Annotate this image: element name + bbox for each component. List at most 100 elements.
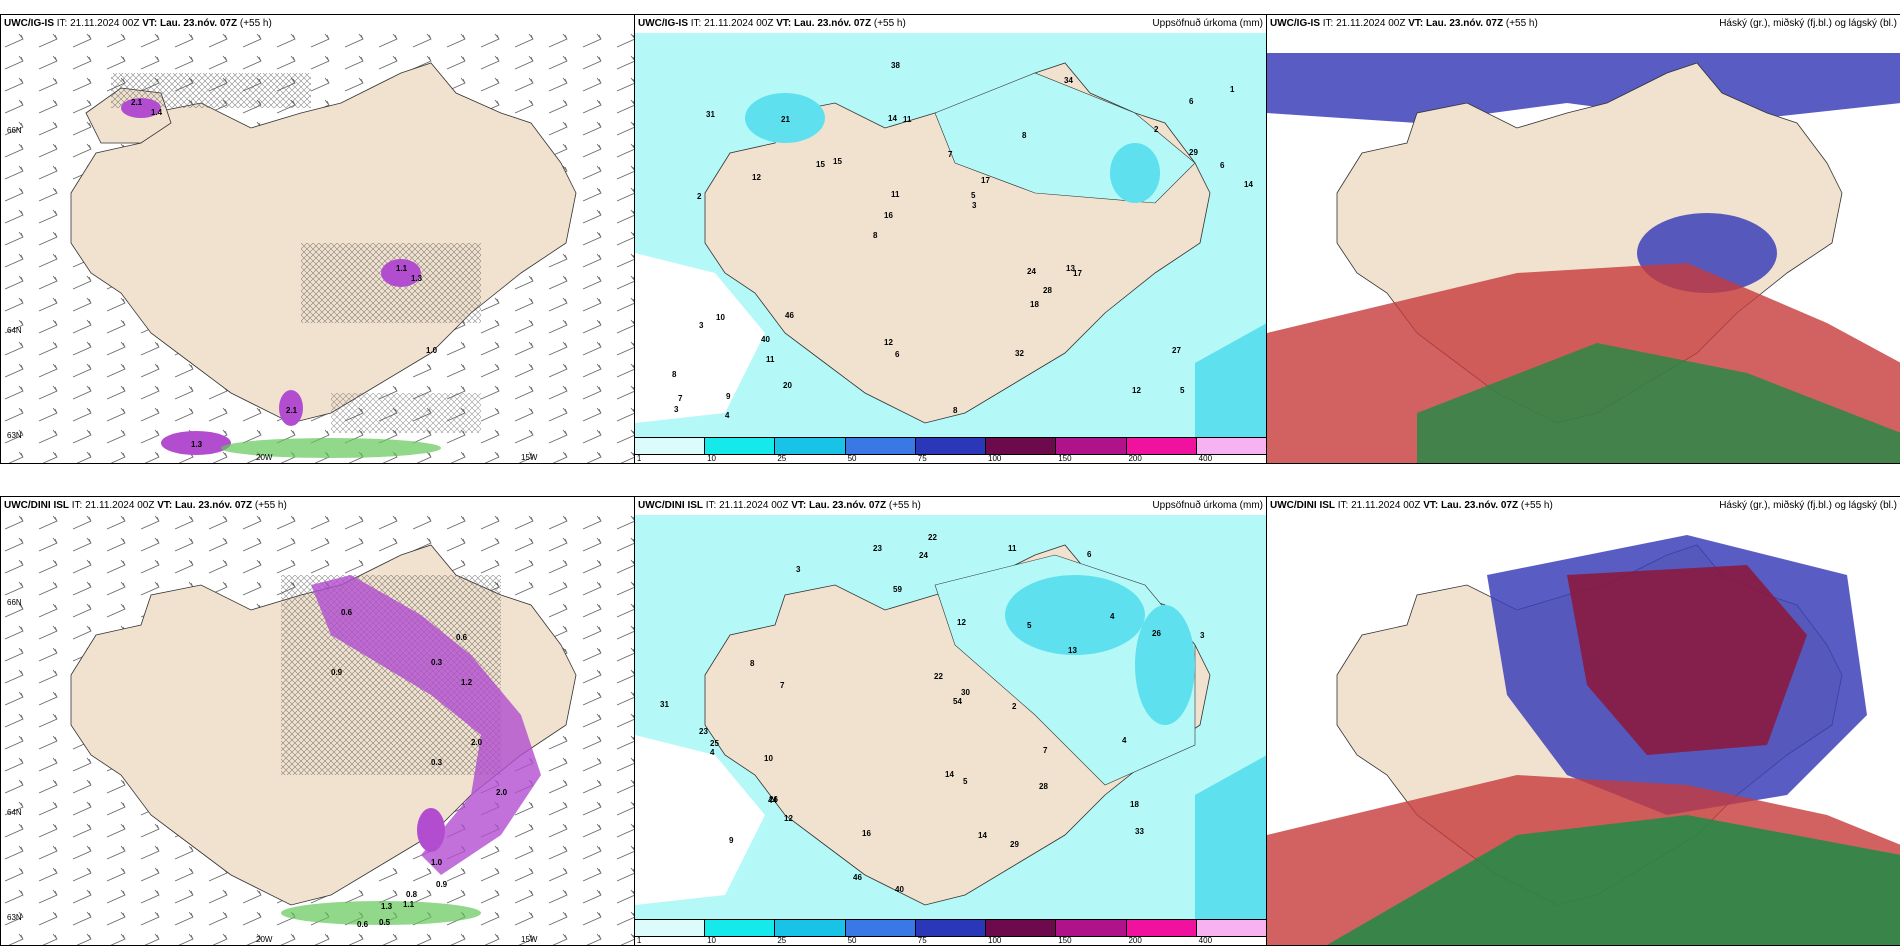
precip-label: 0.6 xyxy=(341,608,353,617)
panel-header: UWC/IG-IS IT: 21.11.2024 00Z VT: Lau. 23… xyxy=(1270,18,1538,29)
precip-cell xyxy=(121,98,161,118)
precip-label: 0.9 xyxy=(436,880,448,889)
accum-value: 31 xyxy=(706,110,715,119)
legend-tick: 400 xyxy=(1198,936,1213,945)
panel-title: Háský (gr.), miðský (fj.bl.) og lágský (… xyxy=(1719,500,1897,511)
legend-swatch xyxy=(1126,438,1197,454)
legend-tick: 25 xyxy=(777,936,787,945)
legend-swatch xyxy=(635,920,706,936)
accum-value: 29 xyxy=(1189,148,1198,157)
accum-value: 54 xyxy=(953,697,962,706)
legend-swatch xyxy=(1196,920,1267,936)
legend-swatch xyxy=(915,920,987,936)
precip-label: 0.3 xyxy=(431,758,443,767)
accum-value: 12 xyxy=(884,338,893,347)
legend-tick: 75 xyxy=(917,936,927,945)
panel-header: UWC/DINI ISL IT: 21.11.2024 00Z VT: Lau.… xyxy=(1270,500,1553,511)
accum-value: 24 xyxy=(919,551,928,560)
accum-value: 2 xyxy=(1012,702,1017,711)
precip-label: 0.9 xyxy=(331,668,343,677)
lat-label: 66N xyxy=(7,126,22,135)
panel-header: UWC/DINI ISL IT: 21.11.2024 00Z VT: Lau.… xyxy=(4,500,287,511)
accum-value: 17 xyxy=(1073,269,1082,278)
legend-swatch xyxy=(915,438,987,454)
precip-label: 0.6 xyxy=(357,920,369,929)
accum-value: 27 xyxy=(1172,346,1181,355)
precip-legend: 1 10 25 50 75 100 150 200 400 xyxy=(635,919,1267,945)
legend-swatch xyxy=(845,438,916,454)
accum-precip-map: 5268891471015811111717313814242916121121… xyxy=(635,33,1267,437)
legend-tick: 10 xyxy=(707,454,717,463)
accum-value: 6 xyxy=(1220,161,1225,170)
lon-label: 20W xyxy=(256,935,273,944)
accum-value: 46 xyxy=(785,311,794,320)
legend-swatch xyxy=(775,438,846,454)
cloud-map xyxy=(1267,515,1900,945)
lat-label: 63N xyxy=(7,431,22,440)
legend-swatch xyxy=(845,920,916,936)
legend-tick: 100 xyxy=(988,454,1002,463)
panel-header: UWC/IG-IS IT: 21.11.2024 00Z VT: Lau. 23… xyxy=(4,18,272,29)
accum-value: 28 xyxy=(1043,286,1052,295)
lat-label: 66N xyxy=(7,598,22,607)
accum-value: 14 xyxy=(945,770,954,779)
accum-value: 15 xyxy=(833,157,842,166)
legend-tick: 400 xyxy=(1198,454,1213,463)
legend-tick: 200 xyxy=(1128,936,1142,945)
legend-tick: 100 xyxy=(988,936,1002,945)
accum-value: 23 xyxy=(873,544,882,553)
precip-cell xyxy=(279,390,303,426)
accum-value: 7 xyxy=(780,681,785,690)
legend-swatch xyxy=(1056,438,1127,454)
accum-value: 40 xyxy=(895,885,904,894)
precip-label: 1.1 xyxy=(403,900,415,909)
panel-header: UWC/DINI ISL IT: 21.11.2024 00Z VT: Lau.… xyxy=(638,500,921,511)
accum-value: 59 xyxy=(893,585,902,594)
lon-label: 15W xyxy=(521,935,538,944)
legend-tick: 25 xyxy=(777,454,787,463)
precip-cell xyxy=(161,431,231,455)
snow-band xyxy=(281,901,481,925)
accum-value: 5 xyxy=(1180,386,1185,395)
panel-header: UWC/IG-IS IT: 21.11.2024 00Z VT: Lau. 23… xyxy=(638,18,906,29)
accum-value: 18 xyxy=(1030,300,1039,309)
precip-label: 0.5 xyxy=(379,918,391,927)
accum-value: 3 xyxy=(972,201,977,210)
panel-title: Háský (gr.), miðský (fj.bl.) og lágský (… xyxy=(1719,18,1897,29)
accum-value: 8 xyxy=(953,406,958,415)
accum-value: 3 xyxy=(796,565,801,574)
accum-value: 9 xyxy=(726,392,731,401)
accum-value: 8 xyxy=(873,231,878,240)
accum-value: 16 xyxy=(862,829,871,838)
precip-label: 1.0 xyxy=(426,346,438,355)
accum-value: 16 xyxy=(884,211,893,220)
legend-swatch xyxy=(635,438,706,454)
accum-value: 12 xyxy=(957,618,966,627)
accum-value: 4 xyxy=(710,748,715,757)
precip-label: 1.3 xyxy=(191,440,203,449)
precip-legend: 1 10 25 50 75 100 150 200 400 xyxy=(635,437,1267,463)
accum-value: 26 xyxy=(769,795,778,804)
accum-value: 22 xyxy=(934,672,943,681)
legend-tick: 50 xyxy=(847,936,857,945)
accum-precip-map: 9634571026261323222854402333314446292459… xyxy=(635,515,1267,919)
legend-tick: 75 xyxy=(917,454,927,463)
panel-igis-wind: UWC/IG-IS IT: 21.11.2024 00Z VT: Lau. 23… xyxy=(0,14,636,464)
accum-value: 44 xyxy=(768,796,777,805)
snow-band xyxy=(221,438,441,458)
accum-value: 11 xyxy=(1008,544,1017,553)
precip-label: 2.1 xyxy=(131,98,143,107)
accum-value: 9 xyxy=(729,836,734,845)
accum-value: 8 xyxy=(672,370,677,379)
lon-label: 15W xyxy=(521,453,538,462)
precip-label: 1.0 xyxy=(431,858,443,867)
accum-value: 29 xyxy=(1010,840,1019,849)
accum-value: 20 xyxy=(783,381,792,390)
accum-value: 10 xyxy=(764,754,773,763)
legend-swatch xyxy=(705,438,776,454)
accum-value: 14 xyxy=(978,831,987,840)
accum-value: 5 xyxy=(963,777,968,786)
legend-swatch xyxy=(986,920,1057,936)
accum-value: 3 xyxy=(699,321,704,330)
precip-cell xyxy=(381,259,421,287)
